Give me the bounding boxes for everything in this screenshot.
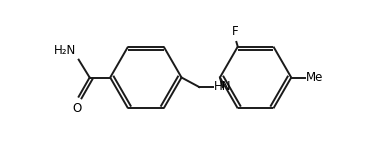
Text: F: F [232,25,238,38]
Text: HN: HN [214,80,231,93]
Text: O: O [73,102,82,115]
Text: Me: Me [306,71,323,84]
Text: H₂N: H₂N [54,44,77,57]
